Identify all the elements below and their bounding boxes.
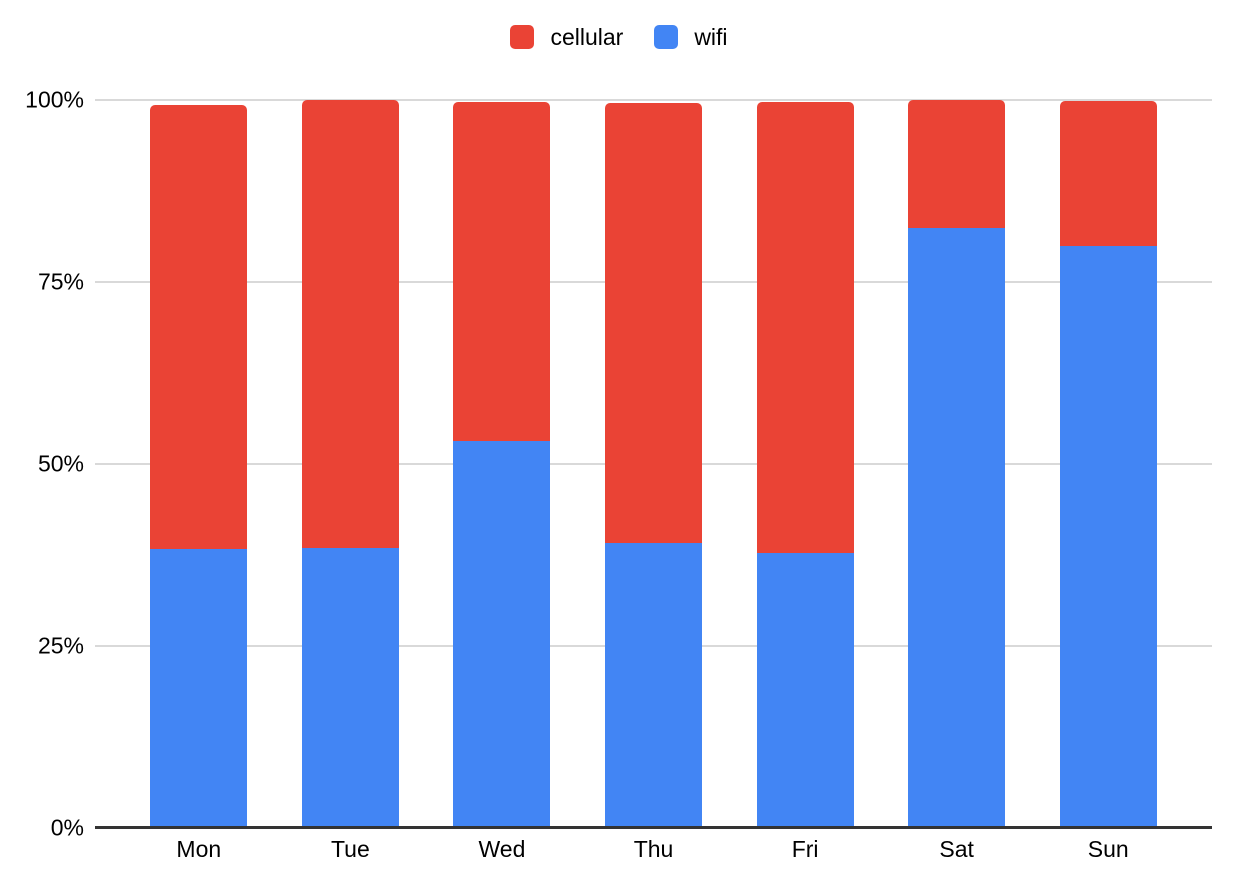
bar-segment-cellular-mon[interactable] bbox=[150, 105, 248, 549]
legend-item-cellular[interactable]: cellular bbox=[510, 24, 623, 50]
gridline-100% bbox=[95, 99, 1212, 101]
bar-fri[interactable] bbox=[756, 102, 854, 828]
bar-segment-cellular-tue[interactable] bbox=[301, 100, 399, 548]
bar-segment-wifi-tue[interactable] bbox=[301, 548, 399, 828]
bar-slot-wed bbox=[426, 100, 578, 828]
legend-item-wifi[interactable]: wifi bbox=[654, 24, 728, 50]
bar-segment-wifi-thu[interactable] bbox=[605, 543, 703, 828]
x-axis-tick-sat: Sat bbox=[939, 836, 974, 862]
bar-slot-tue bbox=[275, 100, 427, 828]
bar-segment-cellular-fri[interactable] bbox=[756, 102, 854, 553]
y-axis-tick-0%: 0% bbox=[50, 814, 84, 841]
plot-area bbox=[95, 99, 1212, 829]
legend-label-wifi: wifi bbox=[694, 24, 728, 50]
y-axis-tick-75%: 75% bbox=[37, 268, 84, 295]
legend: cellular wifi bbox=[0, 24, 1238, 50]
x-axis-tick-tue: Tue bbox=[330, 836, 370, 862]
bar-segment-cellular-wed[interactable] bbox=[453, 102, 551, 441]
bar-tue[interactable] bbox=[301, 100, 399, 828]
bar-sun[interactable] bbox=[1059, 101, 1157, 828]
y-axis-tick-25%: 25% bbox=[37, 632, 84, 659]
x-axis-line bbox=[95, 826, 1212, 829]
y-axis-labels: 100% 75% 50% 25% 0% bbox=[0, 87, 84, 841]
bar-segment-wifi-sun[interactable] bbox=[1059, 246, 1157, 828]
x-axis-tick-wed: Wed bbox=[478, 836, 526, 862]
bar-segment-wifi-wed[interactable] bbox=[453, 441, 551, 828]
bar-slot-sun bbox=[1032, 100, 1184, 828]
x-axis-tick-thu: Thu bbox=[633, 836, 674, 862]
y-axis-tick-100%: 100% bbox=[25, 86, 84, 113]
bar-segment-wifi-sat[interactable] bbox=[908, 228, 1006, 828]
bar-slot-thu bbox=[578, 100, 730, 828]
cellular-swatch-icon bbox=[510, 25, 535, 49]
x-axis-tick-fri: Fri bbox=[791, 836, 819, 862]
x-axis-labels: Mon Tue Wed Thu Fri Sat Sun bbox=[95, 836, 1212, 862]
bar-wed[interactable] bbox=[453, 102, 551, 828]
bar-thu[interactable] bbox=[605, 103, 703, 828]
bar-slot-mon bbox=[123, 100, 275, 828]
wifi-swatch-icon bbox=[654, 25, 679, 49]
bar-slot-sat bbox=[881, 100, 1033, 828]
bar-segment-wifi-mon[interactable] bbox=[150, 549, 248, 828]
bar-segment-cellular-thu[interactable] bbox=[605, 103, 703, 543]
bar-segment-cellular-sun[interactable] bbox=[1059, 101, 1157, 246]
y-axis-tick-50%: 50% bbox=[37, 450, 84, 477]
bar-sat[interactable] bbox=[908, 100, 1006, 828]
bar-slot-fri bbox=[729, 100, 881, 828]
legend-label-cellular: cellular bbox=[550, 24, 624, 50]
bar-segment-wifi-fri[interactable] bbox=[756, 553, 854, 828]
x-axis-tick-sun: Sun bbox=[1087, 836, 1129, 862]
bar-segment-cellular-sat[interactable] bbox=[908, 100, 1006, 228]
bars-row bbox=[95, 100, 1212, 828]
bar-mon[interactable] bbox=[150, 105, 248, 828]
x-axis-tick-mon: Mon bbox=[176, 836, 222, 862]
